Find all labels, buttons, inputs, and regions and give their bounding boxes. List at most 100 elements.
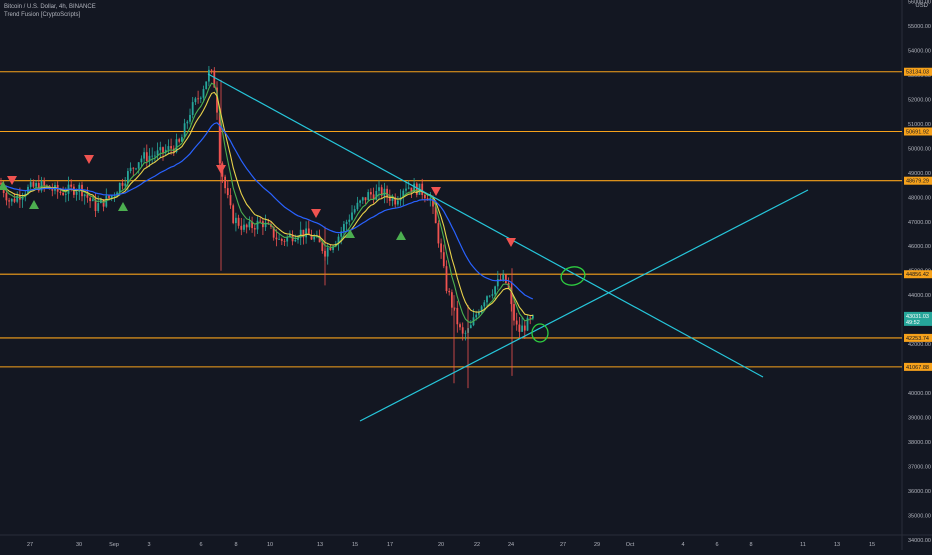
candle-body <box>21 196 24 200</box>
time-tick-label[interactable]: 4 <box>681 542 684 548</box>
time-tick-label[interactable]: Sep <box>109 542 119 548</box>
time-tick-label[interactable]: 6 <box>199 542 202 548</box>
time-tick-label[interactable]: 8 <box>749 542 752 548</box>
candle-body <box>16 195 19 202</box>
ascending-trendline[interactable] <box>359 189 809 422</box>
candle-body <box>272 226 275 238</box>
price-tick-label[interactable]: 51000.00 <box>908 122 931 128</box>
price-tick-label[interactable]: 47000.00 <box>908 220 931 226</box>
time-tick-label[interactable]: 8 <box>234 542 237 548</box>
time-tick-label[interactable]: 30 <box>76 542 82 548</box>
candle-body <box>283 240 286 242</box>
time-tick-label[interactable]: 15 <box>869 542 875 548</box>
candle-body <box>10 198 13 202</box>
candle-body <box>348 219 351 222</box>
horizontal-levels[interactable] <box>0 71 902 368</box>
candle-body <box>464 332 467 334</box>
time-tick-label[interactable]: 11 <box>800 542 806 548</box>
time-tick-label[interactable]: 27 <box>27 542 33 548</box>
candle-body <box>388 196 391 201</box>
candle-body <box>194 98 197 103</box>
descending-trendline[interactable] <box>207 73 764 378</box>
price-tick-label[interactable]: 54000.00 <box>908 49 931 55</box>
time-tick-label[interactable]: 10 <box>267 542 273 548</box>
candle-body <box>83 194 86 197</box>
time-tick-label[interactable]: 13 <box>317 542 323 548</box>
time-tick-label[interactable]: 6 <box>715 542 718 548</box>
currency-label[interactable]: USD <box>915 3 928 9</box>
candle-body <box>197 98 199 100</box>
candle-body <box>451 292 453 308</box>
level-price-box <box>904 362 932 371</box>
price-tick-label[interactable]: 56000.00 <box>908 0 931 6</box>
hand-drawn-circle-icon[interactable] <box>559 265 586 288</box>
price-tick-label[interactable]: 39000.00 <box>908 415 931 421</box>
candle-body <box>469 325 472 329</box>
price-tick-label[interactable]: 40000.00 <box>908 391 931 397</box>
time-tick-label[interactable]: 17 <box>387 542 393 548</box>
candle-body <box>181 137 183 142</box>
candle-body <box>510 287 513 305</box>
candle-body <box>480 306 483 313</box>
price-tick-label[interactable]: 35000.00 <box>908 513 931 519</box>
time-tick-label[interactable]: Oct <box>626 542 635 548</box>
candle-body <box>78 184 81 192</box>
time-tick-label[interactable]: 29 <box>594 542 600 548</box>
candle-body <box>232 205 235 224</box>
candle-body <box>496 279 499 287</box>
candle-body <box>505 274 507 284</box>
price-tick-label[interactable]: 50000.00 <box>908 146 931 152</box>
candle-body <box>13 198 16 202</box>
candle-body <box>183 123 186 138</box>
candle-body <box>434 206 437 224</box>
candle-body <box>191 102 194 115</box>
candle-body <box>513 304 515 321</box>
candle-body <box>313 236 316 240</box>
hand-drawn-circle-icon[interactable] <box>531 323 549 343</box>
candle-body <box>202 89 205 98</box>
price-tick-label[interactable]: 55000.00 <box>908 24 931 30</box>
candle-body <box>32 182 35 187</box>
time-tick-label[interactable]: 13 <box>834 542 840 548</box>
candle-body <box>140 158 143 163</box>
price-tick-label[interactable]: 36000.00 <box>908 489 931 495</box>
candle-body <box>264 222 267 228</box>
time-tick-label[interactable]: 20 <box>438 542 444 548</box>
price-tick-label[interactable]: 37000.00 <box>908 464 931 470</box>
candle-body <box>372 194 375 200</box>
candle-body <box>29 182 32 187</box>
candle-body <box>8 200 10 202</box>
time-tick-label[interactable]: 15 <box>352 542 358 548</box>
price-tick-label[interactable]: 53000.00 <box>908 73 931 79</box>
triangle-up-signal-icon <box>396 231 406 240</box>
price-tick-label[interactable]: 49000.00 <box>908 171 931 177</box>
candle-body <box>275 237 278 240</box>
candle-body <box>494 286 496 295</box>
symbol-title[interactable]: Bitcoin / U.S. Dollar, 4h, BINANCE <box>4 4 96 10</box>
time-tick-label[interactable]: 22 <box>474 542 480 548</box>
price-tick-label[interactable]: 44000.00 <box>908 293 931 299</box>
level-price-label: 50691.92 <box>906 129 929 135</box>
candle-body <box>35 183 37 187</box>
price-tick-label[interactable]: 52000.00 <box>908 97 931 103</box>
candle-body <box>148 155 151 162</box>
time-tick-label[interactable]: 27 <box>560 542 566 548</box>
candle-body <box>378 187 380 191</box>
price-tick-label[interactable]: 42000.00 <box>908 342 931 348</box>
time-axis[interactable]: 27 30 Sep 3 6 8 10 13 15 17 20 22 24 27 29 Oct 4 6 8 11 13 15 <box>27 542 875 548</box>
trend-lines[interactable] <box>207 73 809 422</box>
indicator-title[interactable]: Trend Fusion [CryptoScripts] <box>4 12 81 18</box>
time-tick-label[interactable]: 3 <box>147 542 150 548</box>
price-tick-label[interactable]: 48000.00 <box>908 195 931 201</box>
candle-body <box>529 317 532 319</box>
time-tick-label[interactable]: 24 <box>508 542 514 548</box>
price-tick-label[interactable]: 34000.00 <box>908 538 931 544</box>
candle-body <box>121 183 124 186</box>
price-tick-label[interactable]: 38000.00 <box>908 440 931 446</box>
candle-body <box>526 317 529 331</box>
annotation-circles[interactable] <box>531 265 587 343</box>
price-tick-label[interactable]: 46000.00 <box>908 244 931 250</box>
candle-body <box>456 307 459 325</box>
